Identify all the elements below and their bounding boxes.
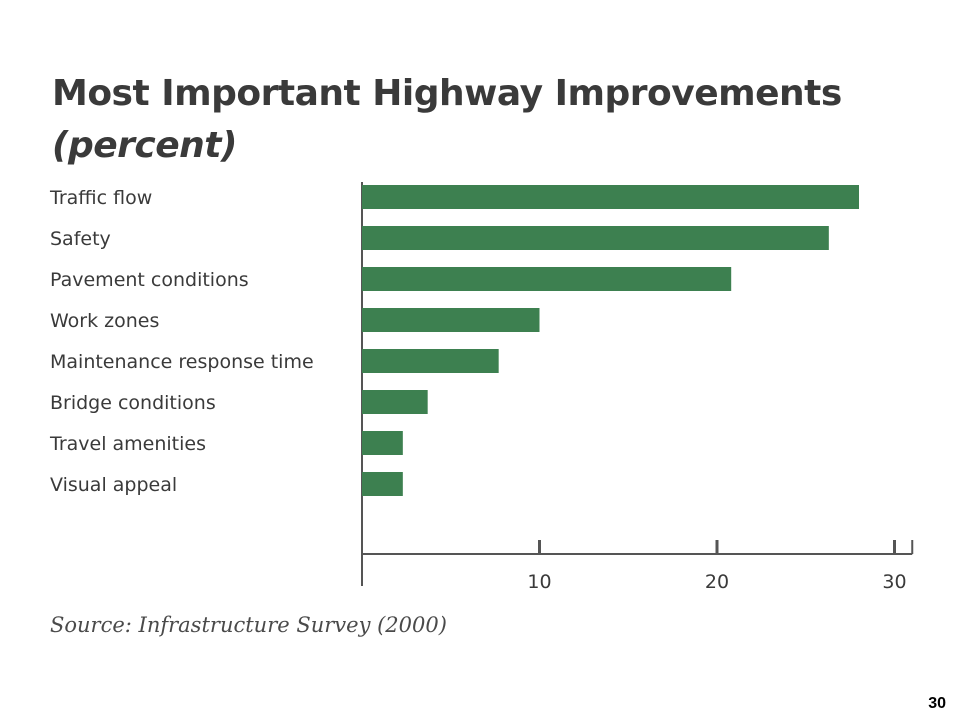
source-note: Source: Infrastructure Survey (2000) — [50, 613, 447, 637]
bar — [362, 185, 859, 209]
page-number: 30 — [928, 695, 946, 712]
category-label: Traffic flow — [49, 187, 152, 209]
category-label: Safety — [50, 228, 111, 250]
bar — [362, 226, 829, 250]
bar — [362, 349, 499, 373]
category-label: Pavement conditions — [50, 269, 249, 291]
category-label: Maintenance response time — [50, 351, 314, 373]
x-tick-label: 10 — [527, 571, 551, 593]
category-label: Visual appeal — [50, 474, 177, 496]
bar — [362, 390, 428, 414]
bar — [362, 308, 540, 332]
x-tick-label: 30 — [882, 571, 906, 593]
chart-title: Most Important Highway Improvements — [52, 73, 842, 114]
category-label: Travel amenities — [49, 433, 206, 455]
x-tick-label: 20 — [705, 571, 729, 593]
bar — [362, 472, 403, 496]
bar — [362, 267, 732, 291]
bar — [362, 431, 403, 455]
category-label: Bridge conditions — [50, 392, 216, 414]
category-label: Work zones — [50, 310, 159, 332]
chart-subtitle: (percent) — [52, 125, 237, 166]
